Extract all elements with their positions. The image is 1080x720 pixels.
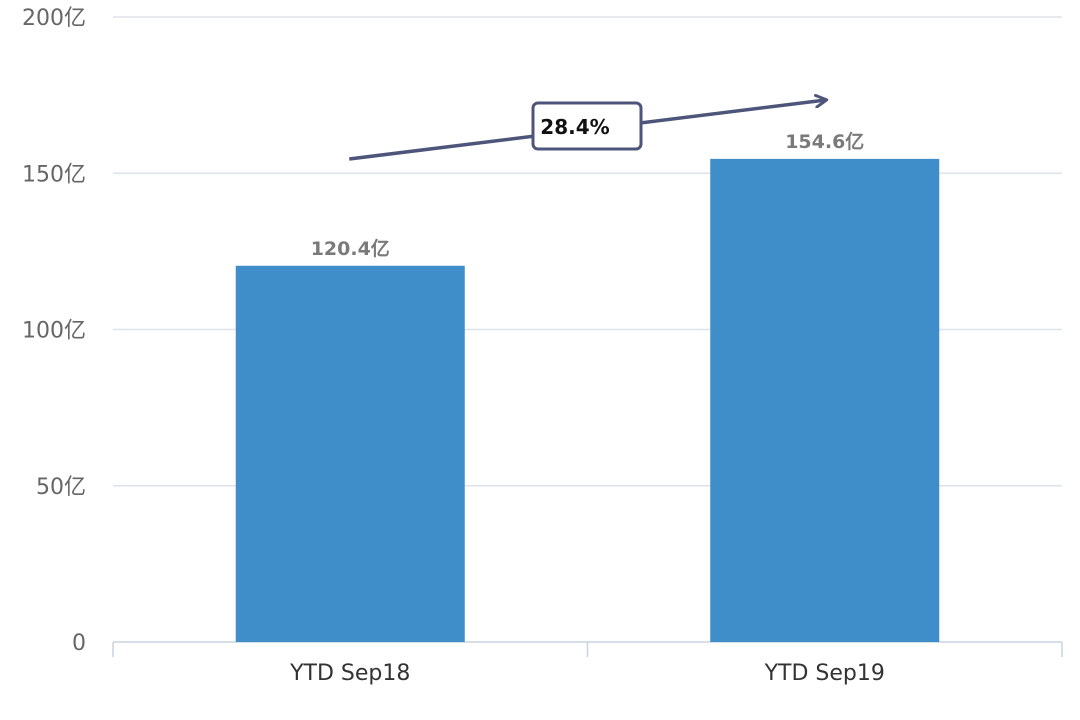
growth-percentage: 28.4% bbox=[540, 115, 609, 139]
y-tick-label: 100亿 bbox=[22, 319, 86, 344]
y-axis-tick-labels: 0 50亿 100亿 150亿 200亿 bbox=[22, 6, 86, 656]
y-tick-label: 150亿 bbox=[22, 162, 86, 187]
data-label: 154.6亿 bbox=[785, 130, 864, 153]
y-tick-label: 50亿 bbox=[36, 475, 86, 500]
growth-annotation: 28.4% bbox=[349, 100, 826, 161]
x-axis bbox=[112, 641, 1063, 657]
x-tick-label: YTD Sep19 bbox=[764, 661, 885, 686]
bars bbox=[235, 158, 940, 642]
bar-ytd-sep19 bbox=[710, 158, 940, 642]
x-tick-label: YTD Sep18 bbox=[289, 661, 410, 686]
data-labels: 120.4亿 154.6亿 bbox=[311, 130, 865, 260]
y-tick-label: 200亿 bbox=[22, 6, 86, 31]
x-axis-tick-labels: YTD Sep18 YTD Sep19 bbox=[289, 661, 885, 686]
growth-label-box bbox=[531, 101, 643, 151]
y-tick-label: 0 bbox=[72, 631, 86, 656]
bar-ytd-sep18 bbox=[235, 265, 465, 642]
data-label: 120.4亿 bbox=[311, 237, 390, 260]
